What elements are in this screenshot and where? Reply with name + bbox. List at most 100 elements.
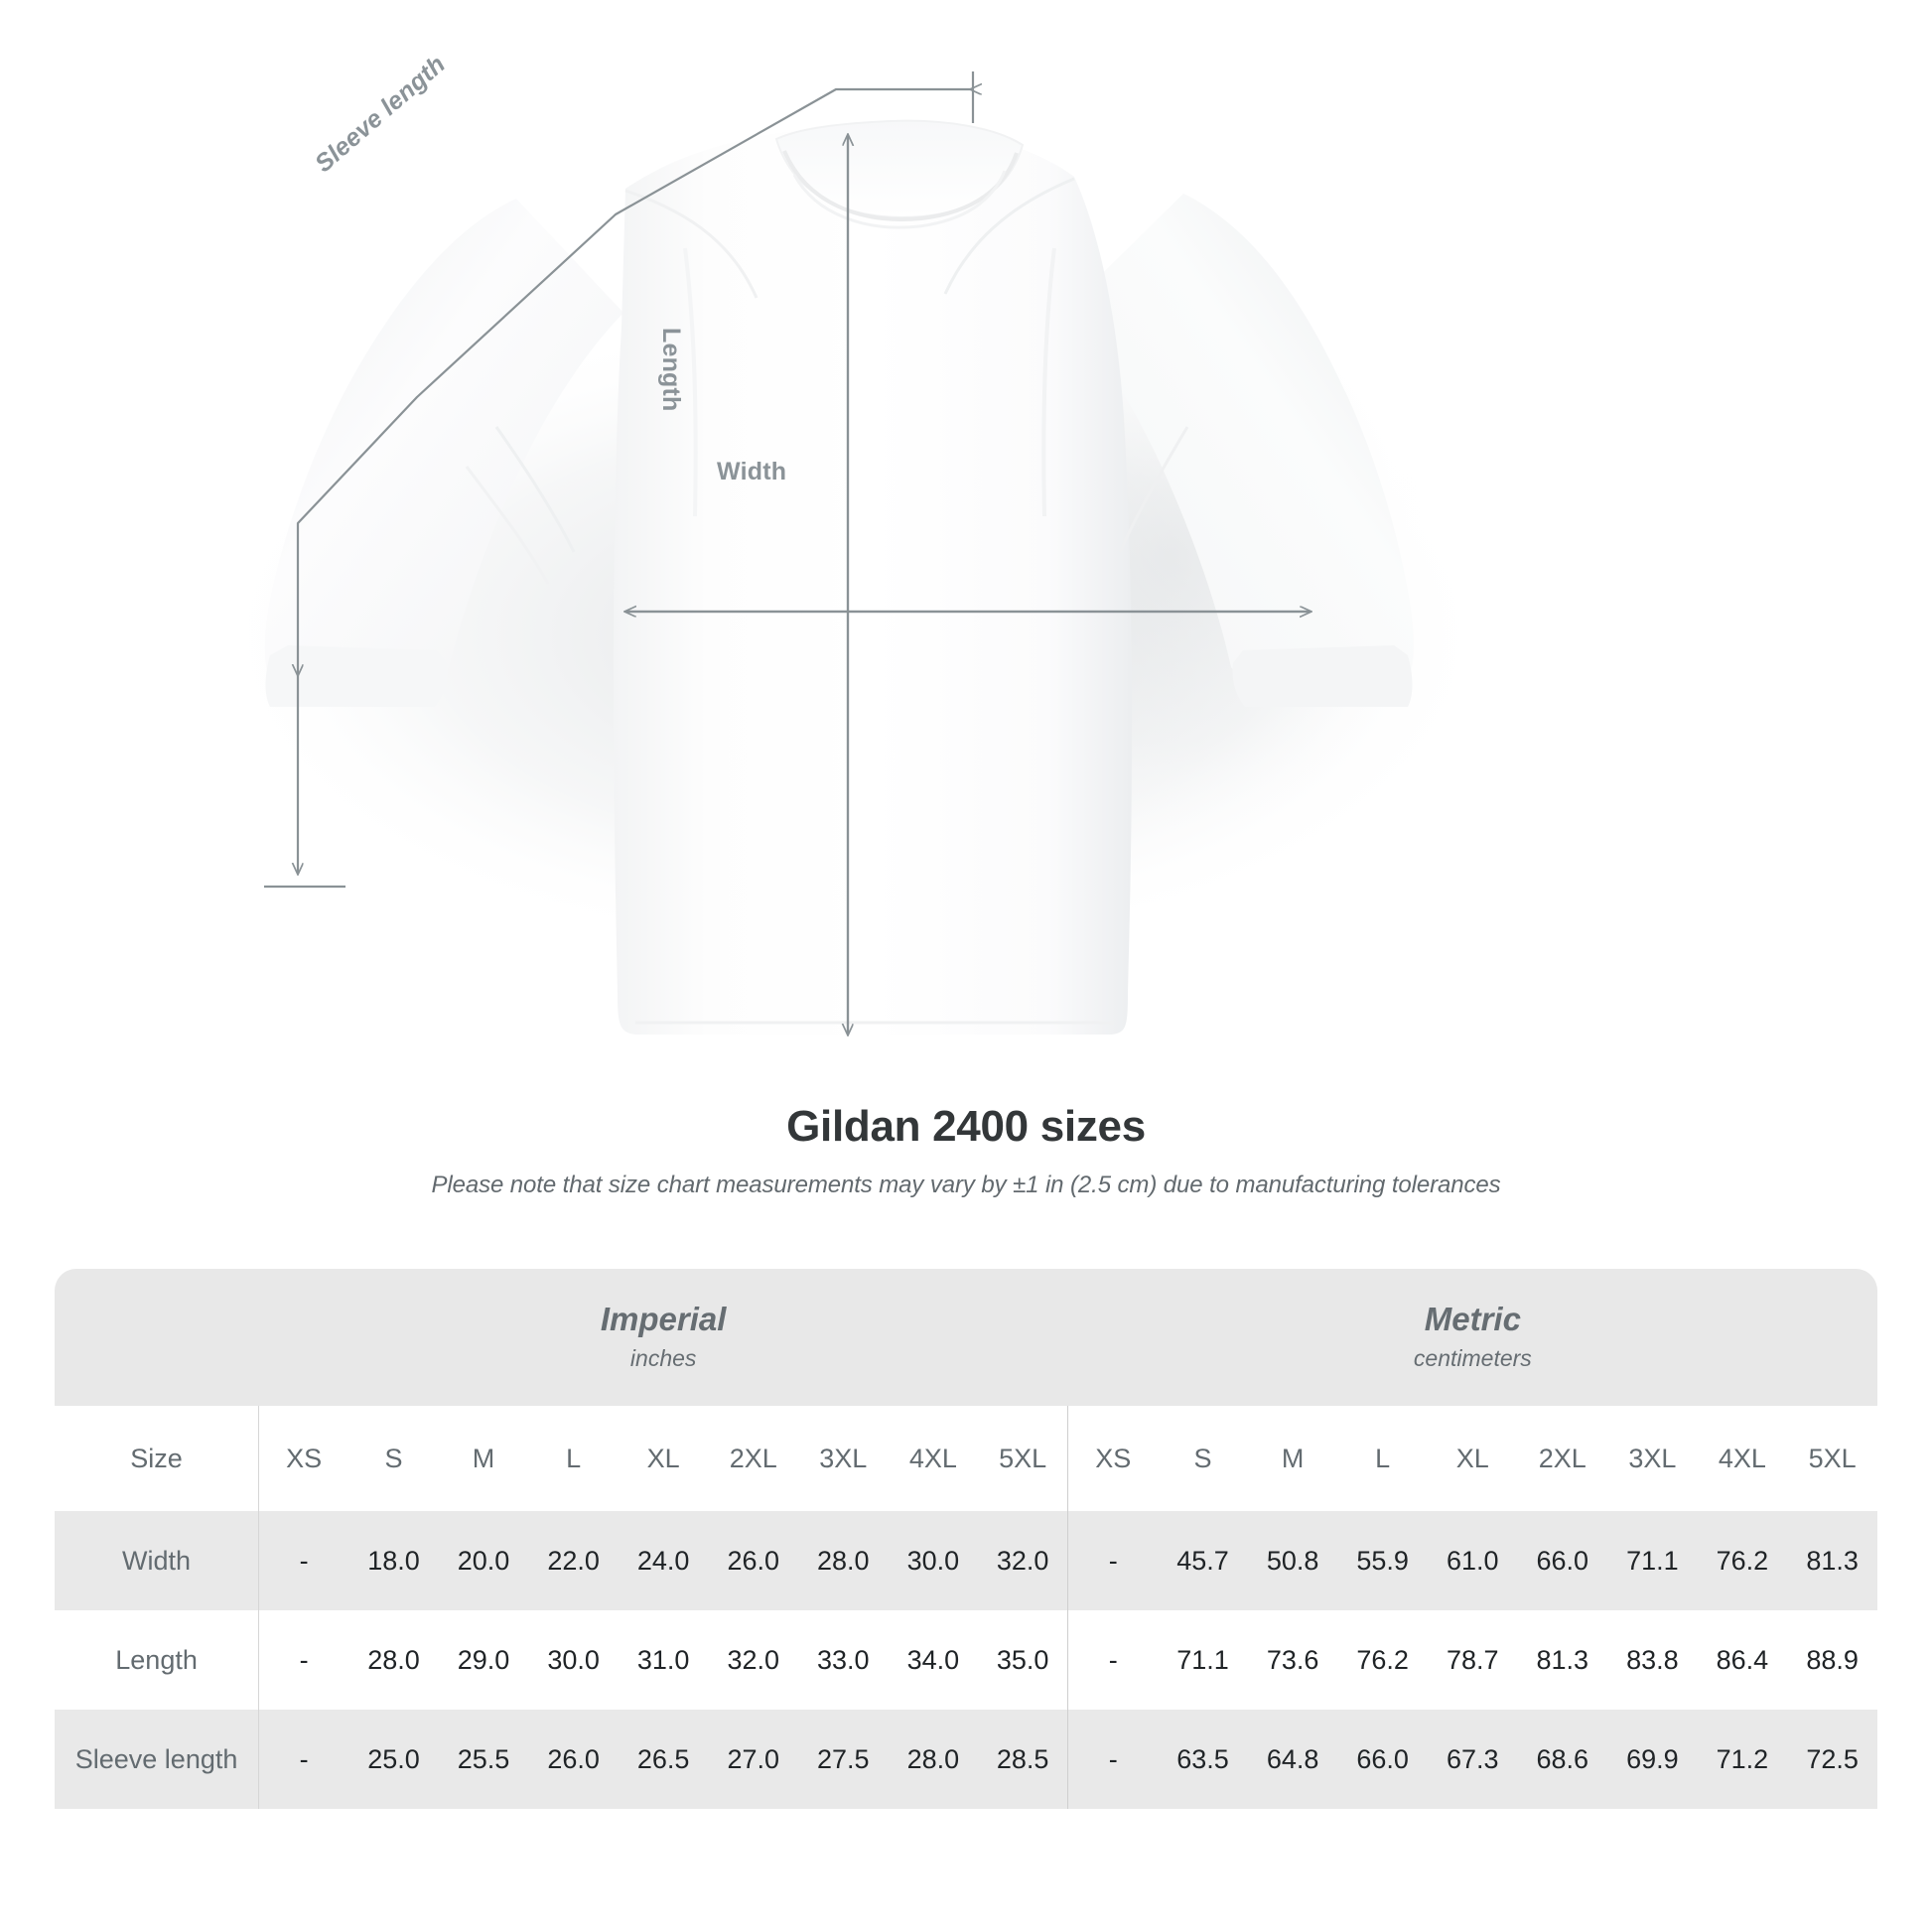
- table-row: Sleeve length -25.0 25.5 26.0 26.5 27.0 27.5 28…: [55, 1710, 1877, 1809]
- cell-sleeve-length-imperial-4xl: 28.0: [888, 1710, 979, 1809]
- cell-width-imperial-4xl: 30.0: [888, 1511, 979, 1610]
- cell-width-imperial-xs: -: [258, 1511, 349, 1610]
- size-header-row: Size XS S M L XL 2XL 3XL 4XL 5XL XS S M L XL 2XL 3XL 4XL 5…: [55, 1406, 1877, 1511]
- cell-length-imperial-2xl: 32.0: [708, 1610, 799, 1710]
- size-chart-table-wrapper: Imperial inches Metric centimeters Size XS S M…: [55, 1269, 1877, 1809]
- title-block: Gildan 2400 sizes Please note that size …: [0, 1102, 1932, 1199]
- cell-sleeve-length-metric-l: 66.0: [1337, 1710, 1428, 1809]
- cell-sleeve-length-metric-xs: -: [1067, 1710, 1159, 1809]
- table-row: Length -28.0 29.0 30.0 31.0 32.0 33.0 34.0 35.0-…: [55, 1610, 1877, 1710]
- column-header-imperial-l: L: [528, 1406, 619, 1511]
- unit-system-name: Metric: [1424, 1300, 1521, 1337]
- unit-system-imperial: Imperial inches: [258, 1269, 1068, 1406]
- cell-width-imperial-3xl: 28.0: [798, 1511, 889, 1610]
- cell-sleeve-length-metric-2xl: 68.6: [1517, 1710, 1608, 1809]
- cell-sleeve-length-metric-m: 64.8: [1247, 1710, 1338, 1809]
- column-header-imperial-xl: XL: [618, 1406, 709, 1511]
- cell-sleeve-length-metric-3xl: 69.9: [1607, 1710, 1698, 1809]
- garment-illustration: [208, 71, 1499, 1112]
- cell-length-imperial-4xl: 34.0: [888, 1610, 979, 1710]
- cell-sleeve-length-imperial-s: 25.0: [348, 1710, 439, 1809]
- cell-width-imperial-s: 18.0: [348, 1511, 439, 1610]
- cell-sleeve-length-imperial-5xl: 28.5: [978, 1710, 1068, 1809]
- cell-length-imperial-l: 30.0: [528, 1610, 619, 1710]
- column-header-imperial-xs: XS: [258, 1406, 349, 1511]
- table-row: Width -18.0 20.0 22.0 24.0 26.0 28.0 30.0 32.0-4…: [55, 1511, 1877, 1610]
- column-header-imperial-2xl: 2XL: [708, 1406, 799, 1511]
- size-chart-thead: Imperial inches Metric centimeters Size XS S M…: [55, 1269, 1877, 1511]
- shirt-shape: [264, 119, 1414, 1035]
- column-header-metric-m: M: [1247, 1406, 1338, 1511]
- page-title: Gildan 2400 sizes: [786, 1102, 1146, 1151]
- cell-sleeve-length-metric-s: 63.5: [1158, 1710, 1248, 1809]
- cell-width-metric-3xl: 71.1: [1607, 1511, 1698, 1610]
- size-chart-table: Imperial inches Metric centimeters Size XS S M…: [55, 1269, 1877, 1809]
- cell-width-metric-2xl: 66.0: [1517, 1511, 1608, 1610]
- cell-sleeve-length-imperial-xl: 26.5: [618, 1710, 709, 1809]
- cell-length-metric-s: 71.1: [1158, 1610, 1248, 1710]
- cell-length-metric-m: 73.6: [1247, 1610, 1338, 1710]
- size-chart-body: Width -18.0 20.0 22.0 24.0 26.0 28.0 30.0 32.0-4…: [55, 1511, 1877, 1809]
- cell-length-metric-xs: -: [1067, 1610, 1159, 1710]
- column-header-metric-4xl: 4XL: [1697, 1406, 1788, 1511]
- cell-width-imperial-2xl: 26.0: [708, 1511, 799, 1610]
- cell-width-imperial-l: 22.0: [528, 1511, 619, 1610]
- unit-system-unit: centimeters: [1413, 1345, 1532, 1372]
- cell-width-metric-xl: 61.0: [1427, 1511, 1518, 1610]
- cell-length-metric-4xl: 86.4: [1697, 1610, 1788, 1710]
- unit-row-spacer: [55, 1269, 259, 1406]
- cell-sleeve-length-imperial-2xl: 27.0: [708, 1710, 799, 1809]
- cell-length-imperial-xl: 31.0: [618, 1610, 709, 1710]
- cell-width-imperial-5xl: 32.0: [978, 1511, 1068, 1610]
- cell-width-metric-l: 55.9: [1337, 1511, 1428, 1610]
- cell-width-imperial-xl: 24.0: [618, 1511, 709, 1610]
- cell-sleeve-length-imperial-xs: -: [258, 1710, 349, 1809]
- column-header-size: Size: [55, 1406, 259, 1511]
- unit-system-metric: Metric centimeters: [1067, 1269, 1877, 1406]
- cell-width-metric-5xl: 81.3: [1787, 1511, 1877, 1610]
- cell-width-metric-m: 50.8: [1247, 1511, 1338, 1610]
- column-header-metric-l: L: [1337, 1406, 1428, 1511]
- cell-length-metric-xl: 78.7: [1427, 1610, 1518, 1710]
- cell-length-metric-5xl: 88.9: [1787, 1610, 1877, 1710]
- row-label-length: Length: [55, 1610, 259, 1710]
- cell-length-imperial-5xl: 35.0: [978, 1610, 1068, 1710]
- column-header-imperial-4xl: 4XL: [888, 1406, 979, 1511]
- cell-sleeve-length-metric-xl: 67.3: [1427, 1710, 1518, 1809]
- cell-length-imperial-xs: -: [258, 1610, 349, 1710]
- column-header-imperial-5xl: 5XL: [978, 1406, 1068, 1511]
- cell-sleeve-length-imperial-m: 25.5: [438, 1710, 529, 1809]
- cell-length-imperial-m: 29.0: [438, 1610, 529, 1710]
- column-header-imperial-m: M: [438, 1406, 529, 1511]
- cell-length-metric-l: 76.2: [1337, 1610, 1428, 1710]
- cell-sleeve-length-metric-5xl: 72.5: [1787, 1710, 1877, 1809]
- column-header-metric-xs: XS: [1067, 1406, 1159, 1511]
- cell-sleeve-length-imperial-l: 26.0: [528, 1710, 619, 1809]
- cell-width-metric-xs: -: [1067, 1511, 1159, 1610]
- unit-system-name: Imperial: [600, 1300, 727, 1337]
- column-header-metric-3xl: 3XL: [1607, 1406, 1698, 1511]
- length-label: Length: [657, 328, 685, 412]
- column-header-metric-2xl: 2XL: [1517, 1406, 1608, 1511]
- garment-diagram: Sleeve length Length Width: [208, 51, 1499, 1112]
- column-header-metric-s: S: [1158, 1406, 1248, 1511]
- cell-width-imperial-m: 20.0: [438, 1511, 529, 1610]
- cell-length-imperial-3xl: 33.0: [798, 1610, 889, 1710]
- column-header-imperial-3xl: 3XL: [798, 1406, 889, 1511]
- cell-length-imperial-s: 28.0: [348, 1610, 439, 1710]
- cell-length-metric-3xl: 83.8: [1607, 1610, 1698, 1710]
- column-header-metric-5xl: 5XL: [1787, 1406, 1877, 1511]
- cell-length-metric-2xl: 81.3: [1517, 1610, 1608, 1710]
- unit-system-unit: inches: [629, 1345, 697, 1372]
- page-subtitle: Please note that size chart measurements…: [431, 1172, 1501, 1198]
- width-label: Width: [717, 458, 787, 485]
- cell-sleeve-length-metric-4xl: 71.2: [1697, 1710, 1788, 1809]
- sleeve-length-dimension: [264, 71, 973, 889]
- row-label-sleeve-length: Sleeve length: [55, 1710, 259, 1809]
- row-label-width: Width: [55, 1511, 259, 1610]
- cell-width-metric-4xl: 76.2: [1697, 1511, 1788, 1610]
- column-header-metric-xl: XL: [1427, 1406, 1518, 1511]
- cell-sleeve-length-imperial-3xl: 27.5: [798, 1710, 889, 1809]
- dimension-lines: [264, 71, 1311, 1035]
- column-header-imperial-s: S: [348, 1406, 439, 1511]
